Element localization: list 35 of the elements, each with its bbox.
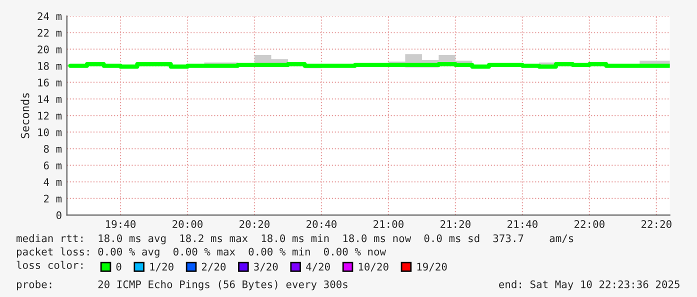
legend-label: 10/20 (358, 262, 388, 272)
legend-label: 4/20 (306, 262, 330, 272)
y-tick-label: 16 m (38, 78, 62, 86)
y-tick-label: 22 m (38, 28, 62, 37)
y-tick-label: 6 m (44, 162, 62, 170)
x-tick-label: 21:00 (374, 220, 404, 228)
y-tick-label: 14 m (38, 95, 62, 103)
legend-title: loss color: (16, 260, 83, 269)
x-tick-label: 20:20 (240, 220, 270, 228)
y-tick-label: 24 m (38, 12, 62, 20)
legend-label: 0 (116, 262, 122, 271)
y-tick-label: 10 m (38, 128, 62, 136)
legend-label: 19/20 (417, 262, 447, 272)
x-tick-label: 20:00 (172, 220, 202, 228)
y-tick-label: 18 m (38, 62, 62, 70)
x-tick-label: 21:40 (508, 220, 538, 228)
text: packet loss: 0.00 % avg 0.00 % max 0.00 % min 0.00 % now (17, 247, 386, 258)
y-tick-label: 12 m (38, 112, 62, 120)
y-tick-label: 4 m (44, 178, 62, 186)
legend-label: 2/20 (202, 262, 226, 272)
y-tick-label: 8 m (44, 144, 62, 153)
y-tick-label: 20 m (38, 45, 62, 54)
x-tick-label: 21:20 (440, 220, 470, 228)
text: end: Sat May 10 22:23:36 2025 (499, 280, 680, 290)
x-tick-label: 19:40 (106, 220, 136, 228)
text: median rtt: 18.0 ms avg 18.2 ms max 18.0 ms min 18.0 ms now 0.0 ms sd 373.7 am/s (16, 234, 574, 244)
y-tick-label: 0 (56, 211, 62, 220)
legend-label: 3/20 (254, 262, 278, 272)
y-tick-label: 2 m (44, 194, 62, 202)
x-tick-label: 20:40 (306, 220, 336, 228)
text: probe: 20 ICMP Echo Pings (56 Bytes) every 300s (17, 280, 348, 290)
y-axis-title: Seconds (20, 93, 30, 138)
legend-label: 1/20 (150, 262, 174, 272)
x-tick-label: 22:00 (574, 220, 604, 228)
x-tick-label: 22:20 (642, 220, 672, 228)
